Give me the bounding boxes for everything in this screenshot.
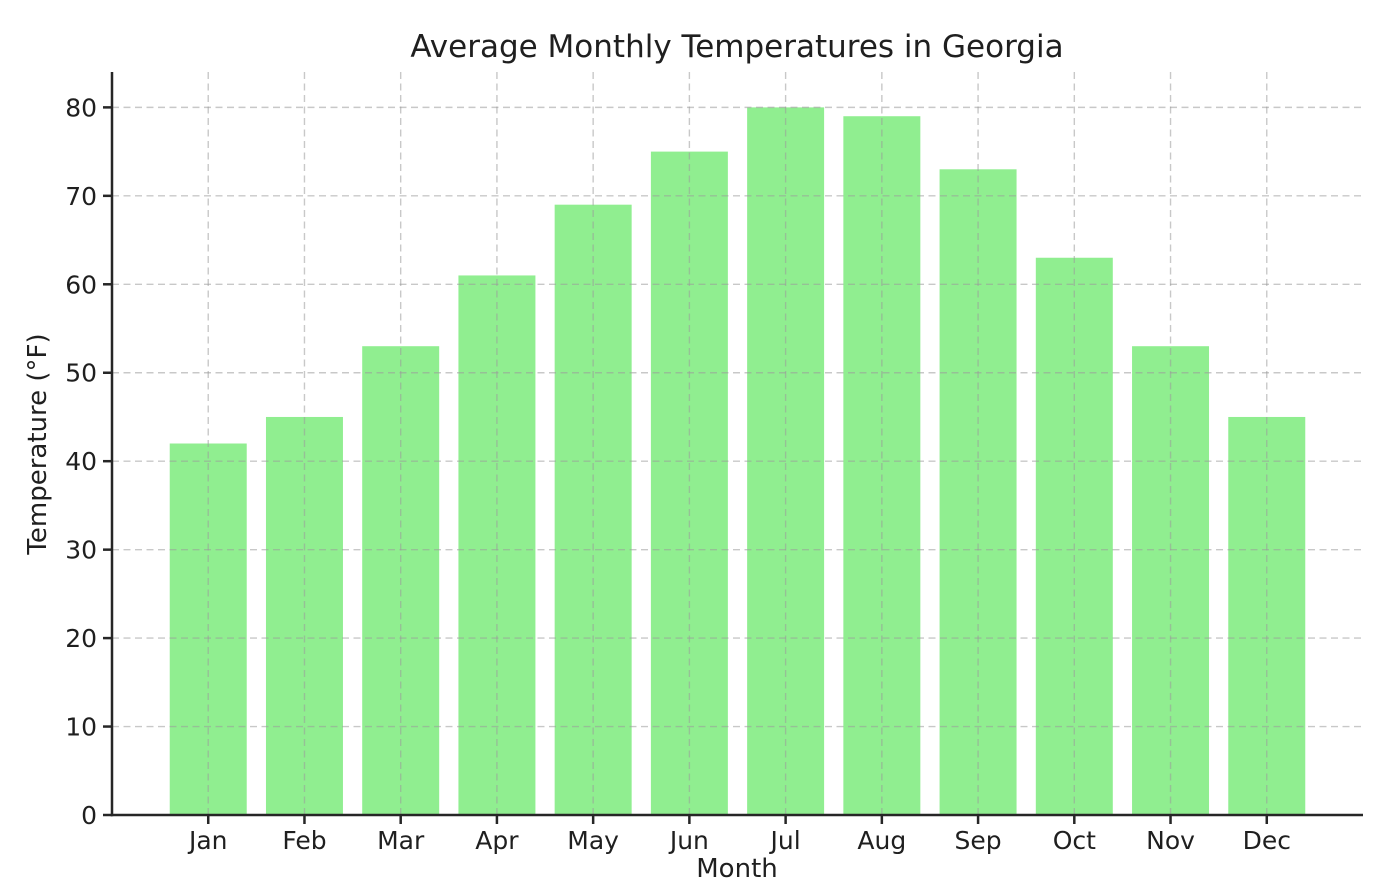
x-tick-label-sep: Sep: [955, 826, 1002, 855]
grid-layer: [112, 72, 1363, 815]
x-tick-label-feb: Feb: [282, 826, 326, 855]
x-tick-label-nov: Nov: [1146, 826, 1195, 855]
x-tick-label-jul: Jul: [769, 826, 801, 855]
y-axis-label: Temperature (°F): [23, 333, 53, 555]
y-tick-label-30: 30: [65, 536, 97, 565]
x-tick-label-may: May: [567, 826, 619, 855]
y-tick-label-80: 80: [65, 93, 97, 122]
x-tick-label-aug: Aug: [857, 826, 906, 855]
y-tick-label-50: 50: [65, 359, 97, 388]
x-tick-label-apr: Apr: [475, 826, 519, 855]
axes-layer: [103, 72, 1363, 824]
x-tick-label-dec: Dec: [1243, 826, 1291, 855]
x-tick-label-jun: Jun: [668, 826, 709, 855]
y-tick-label-10: 10: [65, 713, 97, 742]
x-tick-label-jan: Jan: [187, 826, 228, 855]
chart-title: Average Monthly Temperatures in Georgia: [410, 29, 1063, 65]
x-tick-label-oct: Oct: [1053, 826, 1096, 855]
x-axis-label: Month: [696, 854, 778, 884]
y-tick-label-20: 20: [65, 624, 97, 653]
y-tick-label-70: 70: [65, 182, 97, 211]
x-tick-label-mar: Mar: [377, 826, 425, 855]
tick-label-layer: 0 10 20 30 40 50 60 70 80 Jan Feb Mar Apr May Jun Jul Au…: [65, 93, 1291, 855]
y-tick-label-40: 40: [65, 447, 97, 476]
y-tick-label-0: 0: [81, 801, 97, 830]
y-tick-label-60: 60: [65, 270, 97, 299]
